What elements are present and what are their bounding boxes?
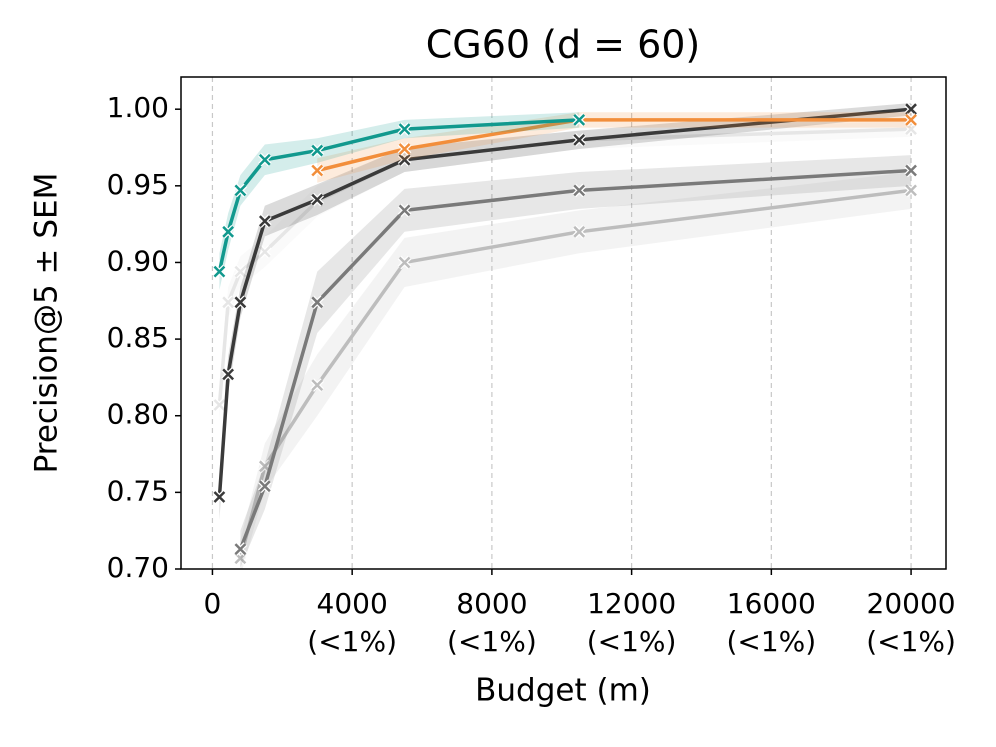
plot-area — [212, 102, 918, 569]
series-line — [316, 118, 912, 173]
x-tick-label: (<1%) — [866, 625, 956, 658]
series-line — [217, 107, 912, 498]
marker — [573, 114, 586, 126]
marker — [222, 225, 235, 238]
y-tick-label: 0.90 — [107, 244, 169, 277]
marker — [222, 368, 235, 381]
marker — [573, 133, 586, 146]
y-tick-label: 0.80 — [107, 398, 169, 431]
marker — [258, 245, 271, 258]
x-tick-label: 16000 — [727, 587, 816, 620]
y-tick-label: 0.75 — [107, 474, 169, 507]
x-axis-label: Budget (m) — [475, 673, 651, 709]
y-tick-label: 0.85 — [107, 321, 169, 354]
marker — [311, 193, 324, 206]
sem-band — [240, 172, 912, 569]
marker — [258, 153, 271, 166]
y-tick-label: 0.70 — [107, 551, 169, 584]
marker — [213, 399, 226, 411]
marker — [234, 265, 247, 278]
chart-title: CG60 (d = 60) — [426, 23, 701, 67]
marker — [213, 491, 226, 503]
marker — [234, 184, 247, 197]
y-axis-label: Precision@5 ± SEM — [29, 173, 65, 474]
marker — [311, 379, 324, 391]
marker — [234, 296, 247, 309]
marker — [311, 144, 324, 157]
x-tick-label: 20000 — [867, 587, 956, 620]
marker — [222, 296, 235, 309]
marker — [311, 296, 324, 309]
marker — [398, 123, 411, 135]
x-tick-label: 12000 — [587, 587, 676, 620]
marker — [905, 114, 917, 126]
marker — [573, 225, 586, 238]
marker — [398, 204, 411, 217]
marker — [213, 265, 226, 278]
x-tick-label: (<1%) — [587, 625, 677, 658]
x-tick-label: 4000 — [317, 587, 388, 620]
marker — [905, 184, 917, 197]
marker — [258, 480, 271, 493]
y-tick-label: 0.95 — [107, 168, 169, 201]
x-tick-label: 8000 — [456, 587, 527, 620]
marker — [311, 164, 324, 177]
sem-band — [219, 112, 580, 291]
marker — [573, 184, 586, 197]
marker — [905, 164, 917, 177]
x-tick-label: (<1%) — [726, 625, 816, 658]
marker — [398, 153, 411, 166]
x-tick-label: 0 — [204, 587, 222, 620]
y-tick-label: 1.00 — [107, 91, 169, 124]
marker — [905, 103, 917, 116]
x-tick-label: (<1%) — [307, 625, 397, 658]
marker — [398, 143, 411, 155]
marker — [234, 543, 247, 555]
grid — [211, 77, 912, 569]
ticks: 0 4000 (<1%) 8000 (<1%) 12000 (<1%) 16000 (<1%) 2… — [107, 91, 956, 658]
series-line — [238, 168, 912, 550]
plot-frame — [180, 76, 947, 570]
sem-band — [317, 112, 912, 183]
marker — [398, 256, 411, 269]
x-tick-label: (<1%) — [447, 625, 537, 658]
marker — [258, 215, 271, 227]
